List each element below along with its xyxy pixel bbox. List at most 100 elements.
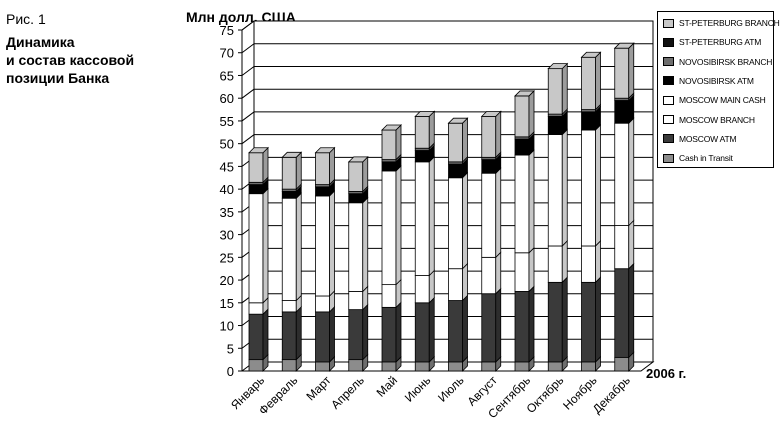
x-tick-label: Май: [374, 373, 401, 400]
y-axis-top-edge: [241, 20, 255, 31]
bar-segment-side: [295, 192, 302, 302]
bar-segment: [514, 138, 530, 156]
y-tick-label: 30: [220, 228, 234, 243]
y-tick-label: 35: [220, 205, 234, 220]
legend-swatch: [663, 76, 674, 86]
y-tick-label: 5: [227, 341, 234, 356]
legend-item: ST-PETERBURG BRANCH: [663, 16, 780, 30]
bar-segment: [248, 193, 264, 304]
bar-segment: [481, 256, 497, 295]
y-tick-label: 70: [220, 46, 234, 61]
chart-legend: ST-PETERBURG BRANCH ST-PETERBURG ATM NOVOS…: [657, 11, 780, 168]
legend-item: MOSCOW ATM: [663, 132, 737, 146]
bar-segment: [414, 361, 430, 372]
bar-segment: [281, 156, 297, 190]
bar-segment: [414, 115, 430, 149]
bar-segment-side: [628, 42, 635, 100]
bar-segment-side: [561, 276, 568, 363]
bar-segment-side: [462, 262, 468, 302]
bar-segment-side: [329, 189, 335, 297]
bar-segment: [281, 300, 297, 313]
bar-segment: [614, 47, 630, 99]
bar-segment-side: [395, 301, 402, 363]
bar-top-face: [547, 63, 569, 70]
x-tick-label: Октябрь: [524, 373, 567, 416]
legend-swatch: [663, 18, 674, 28]
side-grid-line: [241, 66, 255, 76]
bar-top-face: [314, 147, 336, 154]
bar-segment-side: [428, 155, 435, 277]
bar-segment: [414, 161, 430, 276]
legend-label: NOVOSIBIRSK BRANCH: [679, 56, 773, 67]
bar-segment-side: [362, 155, 369, 193]
y-tick-label: 55: [220, 114, 234, 129]
y-tick-label: 20: [220, 273, 234, 288]
bar-segment-side: [329, 305, 335, 363]
bar-segment: [547, 245, 563, 283]
y-tick-label: 50: [220, 137, 234, 152]
bar-segment-side: [595, 124, 601, 247]
bar-segment: [481, 159, 497, 174]
bar-segment-side: [295, 305, 302, 361]
bar-segment: [547, 68, 563, 115]
bar-segment: [581, 111, 596, 131]
y-tick-label: 25: [220, 250, 234, 265]
bar-segment: [581, 129, 596, 247]
bar-segment-side: [462, 117, 468, 163]
legend-item: MOSCOW MAIN CASH: [663, 93, 766, 107]
bar-segment-side: [628, 262, 635, 359]
bar-segment-side: [561, 240, 568, 284]
bar-segment-side: [262, 146, 269, 184]
legend-item: ST-PETERBURG ATM: [663, 35, 761, 49]
bar-segment-side: [495, 287, 502, 363]
bar-segment-side: [528, 285, 535, 363]
bar-segment: [348, 309, 364, 361]
side-grid-line: [241, 88, 255, 99]
bar-segment: [348, 291, 364, 311]
bar-segment: [281, 359, 297, 372]
bar-segment: [448, 122, 463, 163]
bar-segment: [481, 172, 497, 258]
bar-segment-side: [495, 110, 502, 159]
bar-segment: [481, 115, 497, 158]
bar-segment: [315, 152, 330, 185]
bar-segment-side: [495, 251, 502, 295]
bar-segment: [348, 161, 364, 192]
legend-label: MOSCOW BRANCH: [679, 114, 755, 125]
legend-swatch: [663, 134, 674, 144]
legend-swatch: [663, 153, 674, 163]
bar-segment: [348, 359, 364, 372]
bar-segment: [315, 361, 330, 372]
bar-segment: [448, 177, 463, 270]
bar-top-face: [480, 110, 502, 117]
figure-caption: Динамика и состав кассовой позиции Банка: [6, 34, 135, 86]
side-grid-line: [241, 43, 255, 54]
bar-segment-side: [595, 276, 601, 363]
bar-segment: [547, 281, 563, 363]
bar-segment-side: [528, 246, 535, 293]
bar-segment: [614, 100, 630, 124]
bar-segment: [547, 115, 563, 135]
bar-segment-side: [395, 164, 402, 286]
bar-segment-side: [628, 117, 635, 227]
bar-segment-side: [395, 124, 402, 161]
bar-segment-side: [495, 167, 502, 259]
bar-segment: [248, 313, 264, 361]
y-tick-label: 65: [220, 68, 234, 83]
y-tick-label: 45: [220, 159, 234, 174]
bar-top-face: [248, 147, 269, 154]
figure-label: Рис. 1: [6, 11, 46, 27]
bar-segment: [614, 225, 630, 270]
y-tick-label: 0: [227, 364, 234, 379]
legend-label: NOVOSIBIRSK ATM: [679, 75, 754, 86]
bar-segment: [281, 191, 297, 199]
legend-item: NOVOSIBIRSK BRANCH: [663, 55, 772, 69]
bar-segment: [248, 302, 264, 315]
legend-swatch: [663, 115, 674, 124]
bar-segment-side: [362, 303, 369, 361]
bar-segment: [514, 154, 530, 254]
bar-segment: [414, 275, 430, 304]
bar-top-face: [347, 156, 369, 163]
bar-segment: [481, 361, 497, 372]
legend-label: Cash in Transit: [679, 153, 733, 164]
